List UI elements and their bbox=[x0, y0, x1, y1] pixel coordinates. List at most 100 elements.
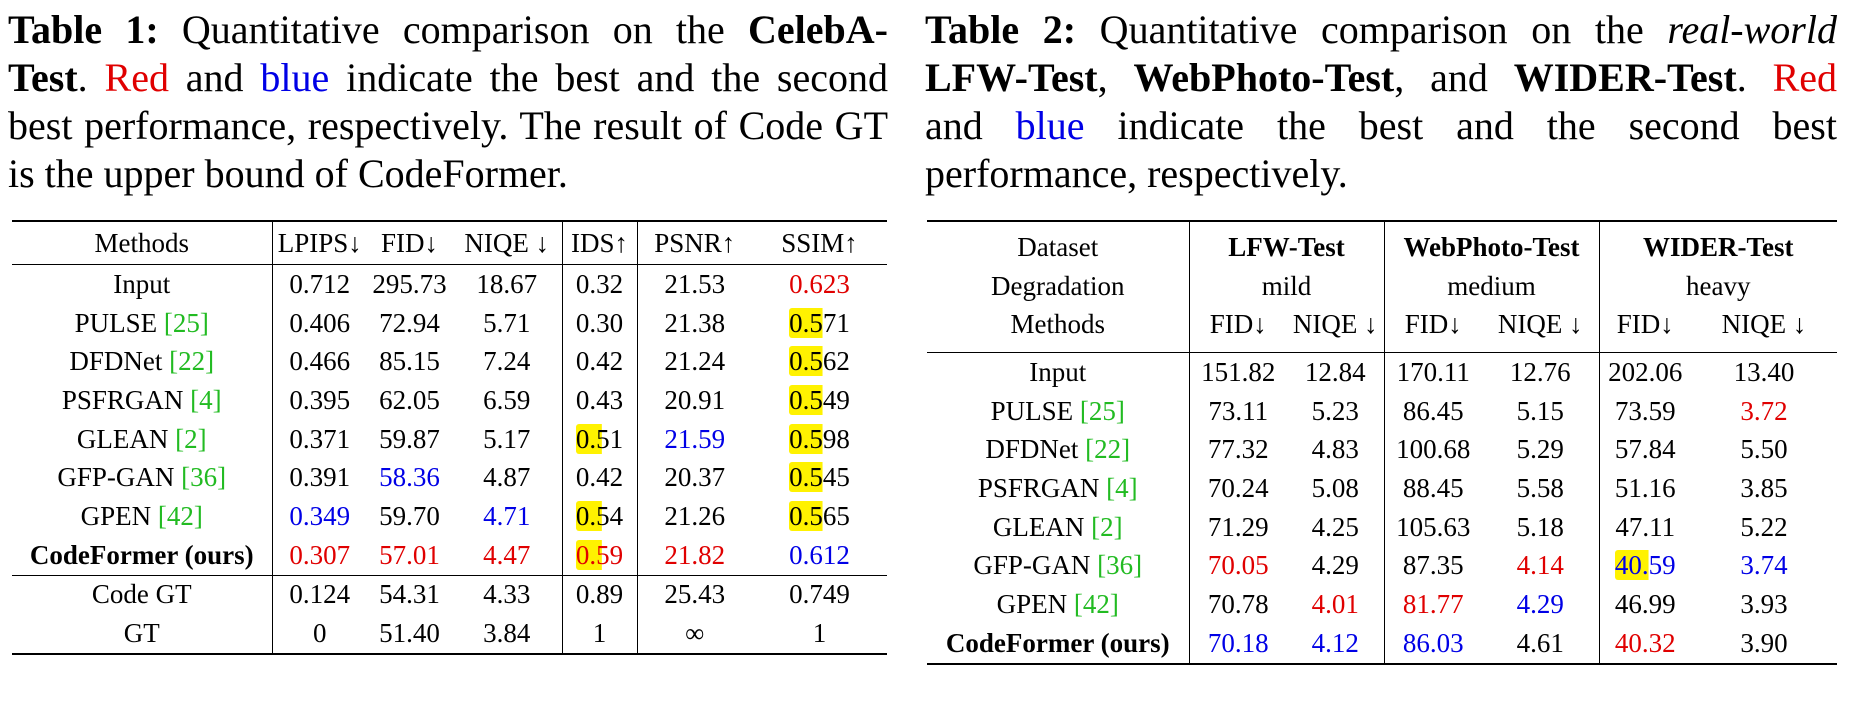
dataset-label: Dataset bbox=[1017, 231, 1099, 262]
value-cell: 12.84 bbox=[1287, 353, 1384, 392]
value-text: 13.40 bbox=[1733, 356, 1795, 387]
value-text: 59.87 bbox=[379, 423, 440, 454]
degradation-cell: medium bbox=[1383, 266, 1599, 306]
degradation-cell: heavy bbox=[1598, 266, 1837, 306]
value-text: 0.406 bbox=[289, 307, 351, 338]
table-row: GFP-GAN [36] 0.391 58.36 4.87 0.42 20.37 0.545 bbox=[12, 458, 887, 498]
value-text: ∞ bbox=[685, 618, 705, 649]
value-cell: 70.24 bbox=[1188, 469, 1287, 508]
value-text: 73.11 bbox=[1208, 395, 1269, 426]
value-cell: 71.29 bbox=[1188, 507, 1287, 547]
value-cell: 3.93 bbox=[1691, 585, 1837, 624]
caption-text: , bbox=[1097, 55, 1134, 100]
value-text: 73.59 bbox=[1614, 395, 1676, 426]
value-cell: 21.24 bbox=[636, 342, 752, 382]
method-cell: PULSE [25] bbox=[927, 392, 1189, 431]
method-name: GT bbox=[123, 618, 160, 649]
citation-ref: [36] bbox=[1097, 550, 1143, 581]
value-text: 4.61 bbox=[1516, 627, 1564, 658]
value-text: 0.42 bbox=[575, 346, 624, 377]
table-row: Code GT 0.124 54.31 4.33 0.89 25.43 0.749 bbox=[12, 575, 887, 615]
caption-text: . bbox=[1736, 55, 1773, 100]
dataset-header: WIDER-Test bbox=[1598, 221, 1837, 267]
value-cell: 70.78 bbox=[1188, 585, 1287, 624]
value-cell: 40.59 bbox=[1598, 546, 1691, 586]
value-text: 1 bbox=[812, 618, 827, 649]
value-text: 12.76 bbox=[1509, 356, 1571, 387]
citation-ref: [42] bbox=[157, 500, 203, 531]
value-text: 40.59 bbox=[1614, 550, 1676, 581]
header-cell: SSIM↑ bbox=[781, 227, 858, 258]
value-cell: 0.124 bbox=[271, 575, 367, 615]
value-cell: 77.32 bbox=[1188, 430, 1287, 470]
method-name: DFDNet bbox=[69, 346, 170, 377]
value-text: 6.59 bbox=[483, 384, 531, 415]
value-text: 5.17 bbox=[483, 423, 531, 454]
value-cell: 59.87 bbox=[367, 420, 452, 459]
value-text: 100.68 bbox=[1396, 434, 1471, 465]
value-text: 0.43 bbox=[575, 384, 624, 415]
value-text: 3.74 bbox=[1740, 550, 1788, 581]
table-row: GFP-GAN [36] 70.05 4.29 87.35 4.14 40.59 3.74 bbox=[927, 546, 1837, 586]
table-row: Input 151.82 12.84 170.11 12.76 202.06 13.40 bbox=[927, 352, 1837, 392]
value-text: 4.12 bbox=[1311, 627, 1359, 658]
method-name: PULSE bbox=[990, 395, 1080, 426]
value-cell: 5.71 bbox=[452, 304, 562, 343]
value-text: 7.24 bbox=[483, 346, 531, 377]
value-cell: 20.37 bbox=[636, 458, 752, 498]
value-cell: 3.85 bbox=[1691, 469, 1837, 508]
value-text: 0.549 bbox=[789, 384, 850, 415]
citation-ref: [4] bbox=[1106, 472, 1138, 503]
table-row: GPEN [42] 0.349 59.70 4.71 0.54 21.26 0.565 bbox=[12, 497, 887, 536]
value-text: 0.54 bbox=[575, 500, 624, 531]
value-text: 62.05 bbox=[379, 384, 440, 415]
dataset-name: LFW-Test bbox=[925, 55, 1098, 100]
method-name: GPEN bbox=[80, 500, 158, 531]
caption-text: , and bbox=[1394, 55, 1514, 100]
value-cell: 5.29 bbox=[1482, 430, 1599, 469]
value-cell: 0.395 bbox=[271, 381, 367, 420]
value-text: 0.51 bbox=[575, 423, 624, 454]
table2-degradation-row: Degradation mild medium heavy bbox=[927, 266, 1837, 306]
value-text: 5.23 bbox=[1311, 395, 1359, 426]
method-name: Input bbox=[1029, 356, 1087, 387]
value-text: 0.307 bbox=[289, 539, 351, 570]
value-cell: 5.15 bbox=[1482, 392, 1599, 431]
value-text: 0.571 bbox=[789, 307, 850, 338]
table2-metric-row: Methods FID↓ NIQE ↓ FID↓ NIQE ↓ FID↓ NIQ… bbox=[927, 305, 1837, 353]
value-cell: 105.63 bbox=[1383, 507, 1482, 547]
value-cell: 5.58 bbox=[1482, 469, 1599, 508]
value-text: 21.53 bbox=[664, 268, 726, 299]
value-text: 4.25 bbox=[1311, 511, 1359, 542]
value-text: 0.59 bbox=[575, 539, 624, 570]
blue-word: blue bbox=[260, 55, 330, 100]
value-text: 0.612 bbox=[789, 539, 850, 570]
value-text: 5.29 bbox=[1516, 434, 1564, 465]
value-cell: 0.406 bbox=[271, 303, 367, 343]
table-row: GLEAN [2] 0.371 59.87 5.17 0.51 21.59 0.598 bbox=[12, 419, 887, 459]
method-cell: Input bbox=[12, 265, 272, 304]
table-row: CodeFormer (ours) 70.18 4.12 86.03 4.61 40.32… bbox=[927, 623, 1837, 664]
citation-ref: [25] bbox=[1079, 395, 1125, 426]
value-cell: 151.82 bbox=[1188, 352, 1287, 392]
header-cell: Methods bbox=[94, 227, 190, 258]
value-cell: 4.87 bbox=[452, 458, 562, 497]
value-cell: 295.73 bbox=[367, 265, 452, 304]
value-text: 54.31 bbox=[379, 579, 440, 610]
value-cell: 4.71 bbox=[452, 497, 562, 536]
value-cell: 0.54 bbox=[561, 497, 637, 536]
value-text: 0.391 bbox=[289, 462, 351, 493]
table-row: PULSE [25] 73.11 5.23 86.45 5.15 73.59 3.72 bbox=[927, 391, 1837, 431]
value-cell: 0.549 bbox=[752, 381, 887, 420]
value-text: 105.63 bbox=[1396, 511, 1471, 542]
value-text: 86.45 bbox=[1402, 395, 1464, 426]
value-cell: 0.59 bbox=[561, 535, 637, 575]
citation-ref: [42] bbox=[1073, 589, 1119, 620]
value-text: 0.42 bbox=[575, 462, 624, 493]
citation-ref: [25] bbox=[163, 307, 209, 338]
value-text: 3.84 bbox=[483, 618, 531, 649]
method-name: GFP-GAN bbox=[57, 462, 182, 493]
value-cell: 4.33 bbox=[452, 575, 562, 614]
table-row: GT 0 51.40 3.84 1 ∞ 1 bbox=[12, 614, 887, 654]
method-name: GFP-GAN bbox=[973, 550, 1098, 581]
